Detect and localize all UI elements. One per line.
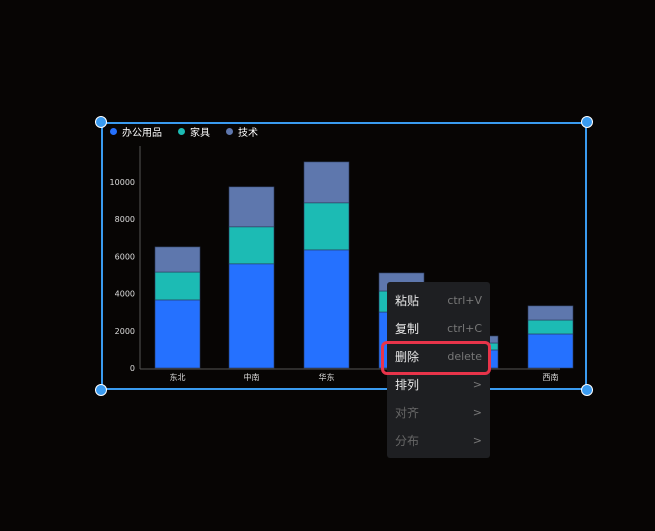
legend-label: 办公用品 xyxy=(122,128,162,139)
resize-handle-tr[interactable] xyxy=(581,116,593,128)
y-tick-label: 10000 xyxy=(110,178,135,187)
menu-item[interactable]: 复制 ctrl+C xyxy=(395,317,482,339)
x-tick-label: 东北 xyxy=(170,372,186,382)
bar-segment[interactable] xyxy=(527,305,574,321)
y-tick-label: 8000 xyxy=(115,215,135,224)
menu-item: 分布 > xyxy=(395,429,482,451)
bar-segment[interactable] xyxy=(527,319,574,335)
legend-label: 家具 xyxy=(190,128,210,139)
highlight-box xyxy=(381,341,491,375)
resize-handle-bl[interactable] xyxy=(95,384,107,396)
menu-item-label: 对齐 xyxy=(395,405,420,420)
x-tick-label: 西南 xyxy=(543,372,559,382)
bar-segment[interactable] xyxy=(154,299,201,369)
x-tick-label: 华东 xyxy=(319,372,335,382)
resize-handle-tl[interactable] xyxy=(95,116,107,128)
menu-item-label: 分布 xyxy=(395,433,420,448)
bar-segment[interactable] xyxy=(527,333,574,369)
menu-item-shortcut: > xyxy=(472,377,482,391)
menu-item-label: 复制 xyxy=(395,321,420,336)
y-tick-label: 4000 xyxy=(115,290,135,299)
menu-item-shortcut: ctrl+C xyxy=(447,321,482,335)
legend-label: 技术 xyxy=(238,128,258,139)
menu-item-label: 删除 xyxy=(395,349,420,364)
menu-item-shortcut: ctrl+V xyxy=(447,293,482,307)
y-tick-label: 6000 xyxy=(115,252,135,261)
menu-item-label: 排列 xyxy=(395,377,420,392)
menu-item-shortcut: > xyxy=(472,433,482,447)
context-menu: 粘贴 ctrl+V 复制 ctrl+C 删除 delete 排列 > 对齐 > 分布 > xyxy=(387,282,490,458)
bar-segment[interactable] xyxy=(228,226,275,265)
menu-item[interactable]: 排列 > xyxy=(395,373,482,395)
bar-segment[interactable] xyxy=(303,249,350,369)
legend-dot xyxy=(110,128,117,135)
menu-item-label: 粘贴 xyxy=(395,293,420,308)
menu-item: 对齐 > xyxy=(395,401,482,423)
legend-item[interactable]: 办公用品 xyxy=(110,124,162,139)
legend-item[interactable]: 技术 xyxy=(226,124,258,139)
legend-dot xyxy=(226,128,233,135)
bar-segment[interactable] xyxy=(228,263,275,369)
legend: 办公用品 家具 技术 xyxy=(110,124,258,139)
menu-item-shortcut: > xyxy=(472,405,482,419)
bar-segment[interactable] xyxy=(303,161,350,204)
bar-segment[interactable] xyxy=(228,186,275,228)
bar-segment[interactable] xyxy=(154,246,201,273)
resize-handle-br[interactable] xyxy=(581,384,593,396)
legend-dot xyxy=(178,128,185,135)
bar-segment[interactable] xyxy=(303,202,350,251)
menu-item-shortcut: delete xyxy=(447,349,482,363)
menu-item[interactable]: 删除 delete xyxy=(395,345,482,367)
legend-item[interactable]: 家具 xyxy=(178,124,210,139)
y-tick-label: 2000 xyxy=(115,327,135,336)
menu-item[interactable]: 粘贴 ctrl+V xyxy=(395,289,482,311)
chart-selection-frame[interactable] xyxy=(101,122,587,390)
bar-segment[interactable] xyxy=(154,271,201,301)
x-tick-label: 中南 xyxy=(244,372,260,382)
y-tick-label: 0 xyxy=(130,364,135,373)
